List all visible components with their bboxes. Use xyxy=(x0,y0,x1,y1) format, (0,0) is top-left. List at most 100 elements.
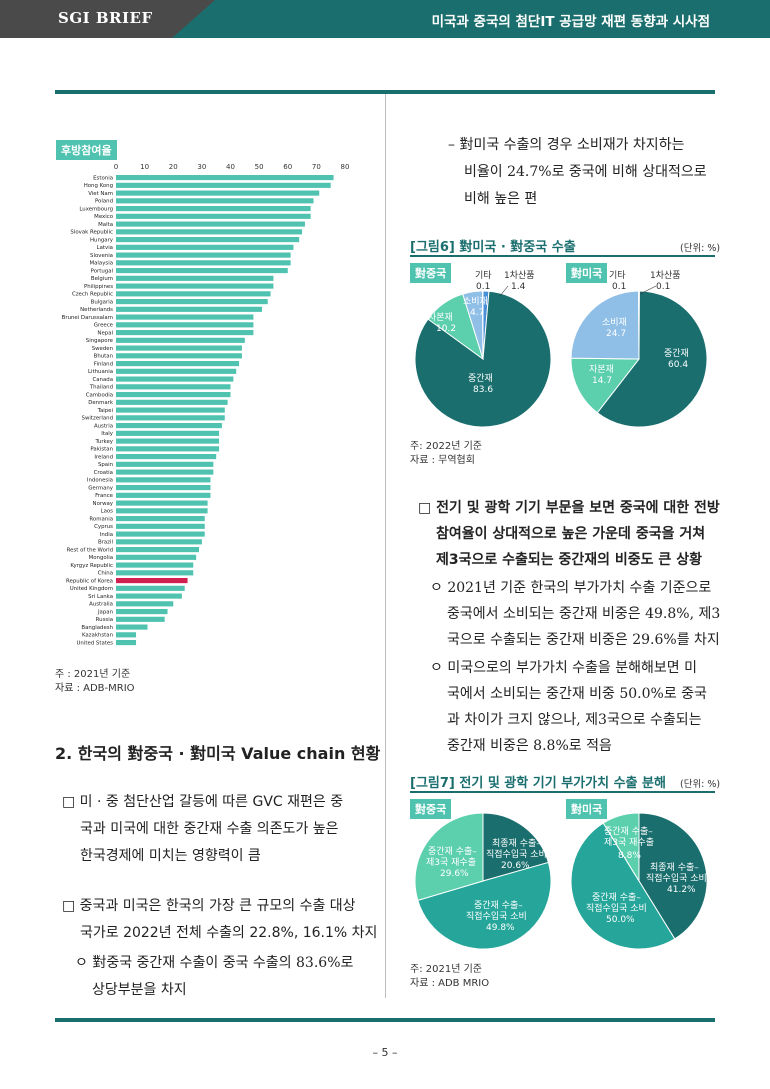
pie-slice xyxy=(638,812,708,940)
paragraph-6-line-1: ㅇ 미국으로의 부가가치 수출을 분해해보면 미 xyxy=(430,660,697,676)
category-label: Slovenia xyxy=(90,253,113,259)
category-label: Canada xyxy=(92,377,113,383)
svg-text:41.2%: 41.2% xyxy=(667,885,696,895)
svg-text:기타: 기타 xyxy=(609,270,626,281)
svg-text:제3국 재수출: 제3국 재수출 xyxy=(604,837,654,848)
chart-note: 주 : 2021년 기준 xyxy=(55,669,131,680)
category-label: Viet Nam xyxy=(88,191,113,197)
paragraph-4-line-3: 제3국으로 수출되는 중간재의 비중도 큰 상황 xyxy=(436,552,702,568)
fig6-us-pie: 기타 0.1 1차산품 0.1 소비재 24.7 자본재 14.7 중간재 60… xyxy=(570,269,708,428)
figure-6-note: 주: 2022년 기준 xyxy=(410,441,482,452)
svg-text:중간재 수출–: 중간재 수출– xyxy=(604,826,653,837)
bar xyxy=(116,345,242,351)
category-label: Thailand xyxy=(89,385,113,391)
paragraph-1-line-3: 한국경제에 미치는 영향력이 큼 xyxy=(80,848,261,864)
pie-slice xyxy=(570,290,640,360)
fig7-us-badge: 對미국 xyxy=(566,799,608,819)
svg-text:소비재: 소비재 xyxy=(602,317,627,328)
pie-slice xyxy=(602,812,640,883)
category-label: Austria xyxy=(94,423,113,429)
svg-text:직접수입국 소비: 직접수입국 소비 xyxy=(586,902,647,914)
x-tick-label: 0 xyxy=(114,163,118,171)
bar xyxy=(116,454,217,460)
bar xyxy=(116,523,205,529)
svg-text:자본재: 자본재 xyxy=(589,364,614,375)
svg-text:0.1: 0.1 xyxy=(476,282,490,292)
category-label: Luxembourg xyxy=(79,206,113,212)
figure-7-unit: (단위: %) xyxy=(680,779,721,790)
bar xyxy=(116,268,288,274)
bar xyxy=(116,252,291,258)
bar xyxy=(116,562,194,568)
bar xyxy=(116,609,168,615)
svg-text:제3국 재수출: 제3국 재수출 xyxy=(426,857,476,868)
page-number: – 5 – xyxy=(372,1046,398,1059)
x-tick-label: 60 xyxy=(283,163,292,171)
paragraph-6-line-2: 국에서 소비되는 중간재 비중 50.0%로 중국 xyxy=(447,686,707,702)
category-label: Ireland xyxy=(94,454,113,460)
x-tick-label: 10 xyxy=(140,163,149,171)
bar xyxy=(116,206,311,212)
bar xyxy=(116,477,211,483)
svg-text:중간재: 중간재 xyxy=(664,348,689,359)
pie-slice xyxy=(482,812,550,882)
category-label: Indonesia xyxy=(87,478,113,484)
top-rule xyxy=(55,90,715,94)
bar xyxy=(116,539,202,545)
category-label: Japan xyxy=(97,609,113,615)
bar xyxy=(116,469,214,475)
bar xyxy=(116,578,188,584)
bar xyxy=(116,361,240,367)
bar xyxy=(116,221,305,227)
category-label: Latvia xyxy=(97,245,113,251)
pie-slice xyxy=(417,861,552,950)
bar xyxy=(116,438,220,444)
bar xyxy=(116,198,314,204)
category-label: Finland xyxy=(94,361,113,367)
svg-text:10.2: 10.2 xyxy=(436,324,456,334)
bar xyxy=(116,585,185,591)
category-label: Singapore xyxy=(86,338,114,344)
paragraph-2-line-2: 국가로 2022년 전체 수출의 22.8%, 16.1% 차지 xyxy=(80,925,378,941)
bar xyxy=(116,306,262,312)
x-tick-label: 50 xyxy=(255,163,264,171)
label-primary: 1차산품 xyxy=(504,269,535,281)
bar xyxy=(116,291,271,297)
bullet-line-3: 비해 높은 편 xyxy=(464,191,538,207)
bar xyxy=(116,182,331,188)
bar xyxy=(116,624,148,630)
svg-text:중간재 수출–: 중간재 수출– xyxy=(592,892,641,903)
fig7-china-pie: 최종재 수출– 직접수입국 소비 20.6% 중간재 수출– 제3국 재수출 2… xyxy=(414,812,552,950)
category-label: Denmark xyxy=(88,400,114,406)
svg-text:8.8%: 8.8% xyxy=(618,851,641,861)
svg-text:24.7: 24.7 xyxy=(606,329,626,339)
figure-6-rule xyxy=(410,255,715,257)
bar xyxy=(116,237,300,243)
svg-text:0.1: 0.1 xyxy=(612,282,626,292)
paragraph-1-line-1: □ 미 · 중 첨단산업 갈등에 따른 GVC 재편은 중 xyxy=(62,794,344,810)
bar xyxy=(116,314,254,320)
figure-7-rule xyxy=(410,791,715,793)
paragraph-6-line-4: 중간재 비중은 8.8%로 적음 xyxy=(447,738,612,754)
category-label: Australia xyxy=(89,602,113,608)
bar xyxy=(116,399,228,405)
bottom-rule xyxy=(55,1018,715,1022)
category-label: Romania xyxy=(89,516,113,522)
section-heading: 2. 한국의 對중국 · 對미국 Value chain 현황 xyxy=(55,744,381,763)
label-capital: 자본재 xyxy=(428,312,453,323)
category-label: United States xyxy=(76,640,113,646)
bullet-line-2: 비율이 24.7%로 중국에 비해 상대적으로 xyxy=(464,164,707,180)
bar xyxy=(116,632,137,638)
paragraph-6-line-3: 과 차이가 크지 않으나, 제3국으로 수출되는 xyxy=(447,712,702,728)
paragraph-4-line-2: 참여율이 상대적으로 높은 가운데 중국을 거쳐 xyxy=(436,526,706,542)
bar xyxy=(116,213,311,219)
bar xyxy=(116,283,274,289)
figure-7-source: 자료 : ADB MRIO xyxy=(410,978,490,989)
bar xyxy=(116,461,214,467)
category-label: Spain xyxy=(98,462,113,468)
x-tick-label: 30 xyxy=(197,163,206,171)
bullet-line-1: – 對미국 수출의 경우 소비재가 차지하는 xyxy=(448,137,685,153)
category-label: Bangladesh xyxy=(81,625,113,631)
fig7-china-badge: 對중국 xyxy=(410,799,452,819)
chart-badge: 후방참여율 xyxy=(56,140,117,160)
